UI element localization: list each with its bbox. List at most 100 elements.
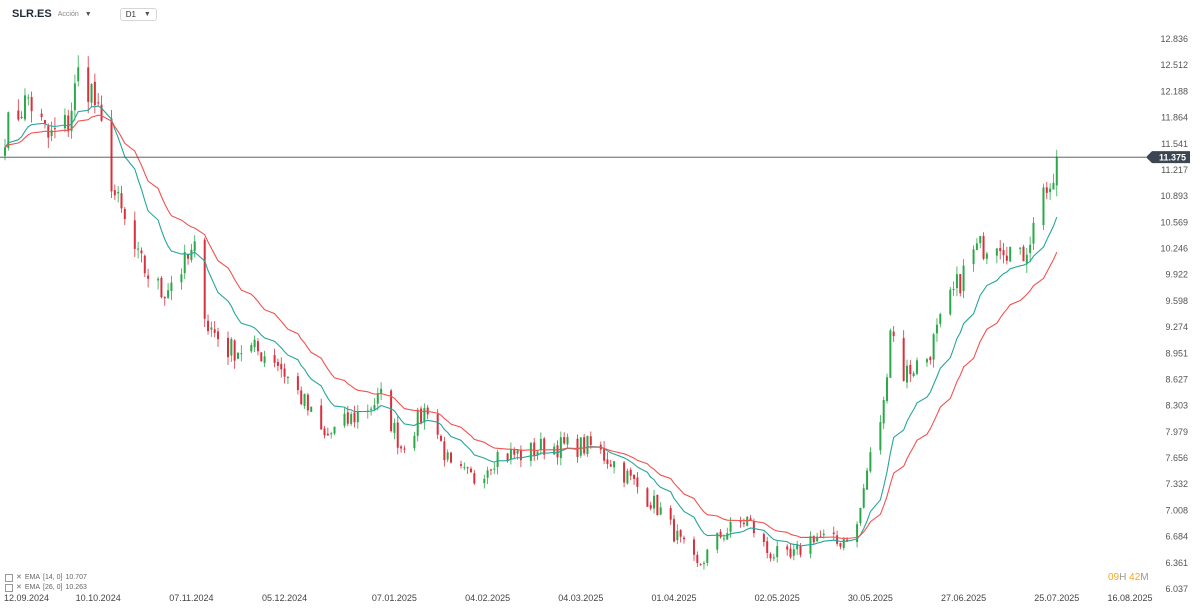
candle-up [236,352,239,359]
candles-layer [4,55,1058,570]
candle-up [653,495,656,509]
indicator-row-ema14[interactable]: ✕ EMA [14, 0] 10.707 [5,573,87,583]
symbol-title[interactable]: SLR.ES [12,8,52,20]
countdown-minutes-unit: M [1140,572,1149,583]
candle-up [613,461,616,468]
candle-down [459,464,462,466]
candle-down [489,469,492,471]
chevron-down-icon[interactable]: ▼ [84,10,92,18]
candle-down [739,521,742,523]
candle-down [692,539,695,555]
candle-down [752,520,755,534]
close-icon[interactable]: ✕ [16,584,22,591]
candle-up [77,67,80,82]
candle-down [320,405,323,430]
price-tag [1146,151,1190,164]
candle-up [972,249,975,265]
candle-down [836,535,839,544]
candle-up [157,278,160,281]
countdown-minutes: 42 [1129,572,1141,583]
candle-down [300,390,303,405]
candle-down [256,341,259,352]
candle-up [935,324,938,334]
candle-up [746,516,749,526]
close-icon[interactable]: ✕ [16,574,22,581]
candle-up [879,422,882,451]
y-tick-label: 11.217 [1161,165,1188,175]
candle-up [816,536,819,542]
candle-down [669,508,672,520]
candle-down [513,449,516,455]
candle-up [955,274,958,289]
candle-up [376,393,379,404]
candle-up [882,400,885,424]
candle-down [147,275,150,279]
candle-up [566,437,569,445]
candle-up [932,334,935,360]
candle-down [403,448,406,450]
x-tick-label: 25.07.2025 [1034,593,1079,603]
candle-up [496,451,499,467]
candle-up [626,470,629,484]
candle-down [420,408,423,423]
candle-down [280,363,283,370]
countdown-hours-unit: H [1119,572,1127,583]
candle-down [929,357,932,361]
candle-down [696,554,699,563]
timeframe-select[interactable]: D1 ▼ [119,7,157,21]
candle-down [999,248,1002,252]
x-tick-label: 07.11.2024 [169,593,213,603]
candle-up [90,84,93,103]
candle-up [949,289,952,315]
candle-up [726,533,729,540]
candle-down [682,537,685,540]
candle-down [909,364,912,375]
candle-up [985,253,988,259]
y-axis: 12.836 12.512 12.188 11.864 11.541 11.217 10.8… [1160,34,1188,594]
candle-up [792,549,795,556]
symbol-subtitle: Acción [57,10,79,18]
candle-down [762,533,765,542]
candle-up [356,412,359,423]
candle-up [330,433,333,435]
x-tick-label: 27.06.2025 [941,593,986,603]
candle-up [137,248,140,250]
y-tick-label: 6.684 [1165,532,1188,542]
candle-up [729,521,732,532]
candle-up [722,538,725,540]
visibility-toggle-icon[interactable] [5,574,13,582]
candle-down [450,452,453,463]
candle-down [400,446,403,449]
candle-up [1019,247,1022,249]
candle-up [303,394,306,406]
y-tick-label: 12.188 [1160,86,1188,96]
candle-up [286,376,289,379]
candle-down [633,474,636,479]
candle-up [539,438,542,450]
current-price-line: 11.375 [0,151,1190,164]
candle-up [1042,187,1045,226]
candle-down [646,488,649,507]
candle-up [190,249,193,261]
candle-up [886,377,889,401]
candle-up [866,470,869,490]
candle-down [396,422,399,448]
candle-up [586,436,589,455]
candle-down [233,340,236,361]
candle-up [263,356,266,364]
x-tick-label: 30.05.2025 [848,593,893,603]
candle-down [583,437,586,454]
candle-up [1025,254,1028,264]
candle-down [273,355,276,363]
candle-down [100,104,103,121]
candle-down [283,368,286,377]
x-tick-label: 10.10.2024 [76,593,121,603]
visibility-toggle-icon[interactable] [5,584,13,592]
candle-up [446,452,449,460]
candle-up [925,359,928,363]
y-tick-label: 7.979 [1165,427,1188,437]
candle-down [323,428,326,436]
indicator-row-ema26[interactable]: ✕ EMA [26, 0] 10.263 [5,583,87,593]
candle-up [73,83,76,111]
